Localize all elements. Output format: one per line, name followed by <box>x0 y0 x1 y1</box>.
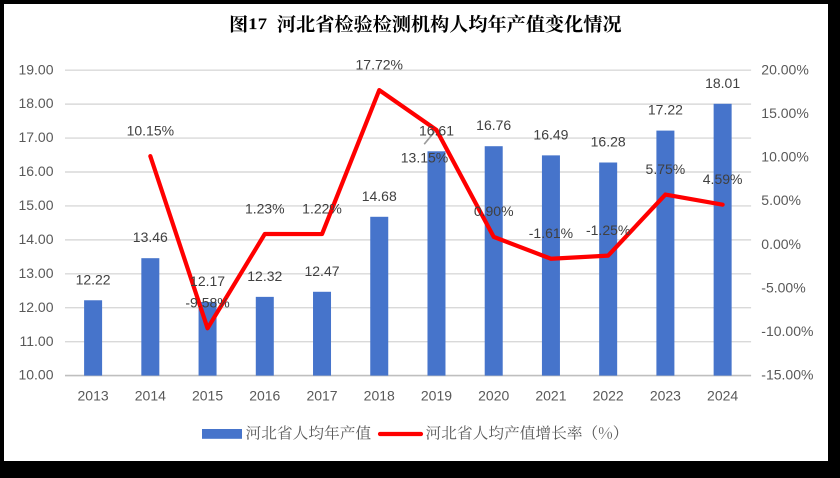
svg-text:14.00: 14.00 <box>18 231 53 247</box>
svg-text:13.00: 13.00 <box>18 265 53 281</box>
svg-text:11.00: 11.00 <box>20 333 54 349</box>
svg-text:0.00%: 0.00% <box>761 236 801 252</box>
svg-text:2021: 2021 <box>535 388 566 404</box>
svg-text:12.00: 12.00 <box>18 299 53 315</box>
svg-text:14.68: 14.68 <box>362 188 397 204</box>
svg-text:2014: 2014 <box>135 388 166 404</box>
svg-text:2018: 2018 <box>364 388 395 404</box>
svg-text:15.00: 15.00 <box>18 197 53 213</box>
svg-text:-1.25%: -1.25% <box>586 222 630 238</box>
svg-text:5.75%: 5.75% <box>646 161 686 177</box>
svg-text:13.46: 13.46 <box>133 229 168 245</box>
svg-text:4.59%: 4.59% <box>703 171 743 187</box>
svg-text:2022: 2022 <box>593 388 624 404</box>
svg-text:12.17: 12.17 <box>190 273 225 289</box>
svg-text:10.00: 10.00 <box>18 367 53 383</box>
svg-text:19.00: 19.00 <box>18 61 53 77</box>
svg-text:-9.58%: -9.58% <box>185 295 229 311</box>
svg-text:2013: 2013 <box>78 388 109 404</box>
svg-text:16.00: 16.00 <box>18 163 53 179</box>
svg-text:18.00: 18.00 <box>18 95 53 111</box>
svg-text:12.47: 12.47 <box>304 263 339 279</box>
svg-text:12.22: 12.22 <box>76 271 111 287</box>
svg-text:5.00%: 5.00% <box>761 192 801 208</box>
svg-text:2024: 2024 <box>707 388 738 404</box>
svg-text:2020: 2020 <box>478 388 509 404</box>
svg-text:16.49: 16.49 <box>533 126 568 142</box>
svg-text:1.23%: 1.23% <box>245 200 285 216</box>
svg-text:17.22: 17.22 <box>648 102 683 118</box>
svg-text:10.15%: 10.15% <box>127 122 174 138</box>
svg-text:-10.00%: -10.00% <box>761 323 813 339</box>
svg-text:1.22%: 1.22% <box>302 200 342 216</box>
svg-text:15.00%: 15.00% <box>761 105 808 121</box>
svg-text:10.00%: 10.00% <box>761 149 808 165</box>
svg-text:-5.00%: -5.00% <box>761 279 805 295</box>
svg-text:2017: 2017 <box>306 388 337 404</box>
svg-text:-15.00%: -15.00% <box>761 367 813 383</box>
svg-text:2023: 2023 <box>650 388 681 404</box>
svg-text:0.90%: 0.90% <box>474 203 514 219</box>
svg-text:13.15%: 13.15% <box>401 150 448 166</box>
svg-text:12.32: 12.32 <box>247 268 282 284</box>
svg-text:16.28: 16.28 <box>591 134 626 150</box>
svg-text:2015: 2015 <box>192 388 223 404</box>
svg-text:16.76: 16.76 <box>476 117 511 133</box>
svg-text:20.00%: 20.00% <box>761 61 808 77</box>
svg-text:16.61: 16.61 <box>419 122 454 138</box>
svg-text:18.01: 18.01 <box>705 75 740 91</box>
svg-text:2019: 2019 <box>421 388 452 404</box>
svg-text:17.00: 17.00 <box>18 129 53 145</box>
svg-text:17.72%: 17.72% <box>356 56 403 72</box>
svg-text:2016: 2016 <box>249 388 280 404</box>
svg-text:-1.61%: -1.61% <box>529 225 573 241</box>
